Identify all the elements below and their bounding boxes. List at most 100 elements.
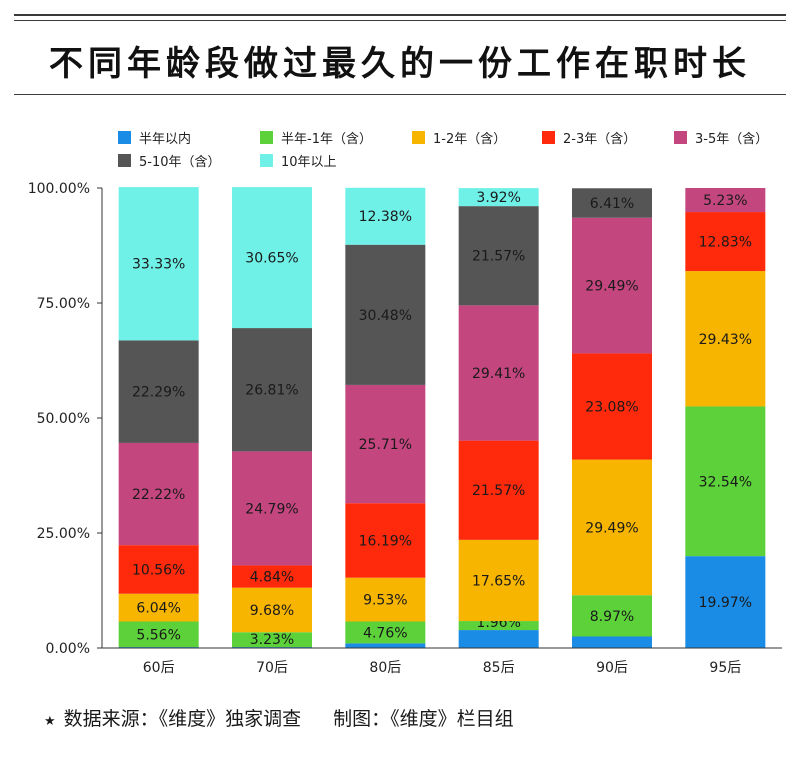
bar-segment <box>458 440 539 540</box>
top-rule-thick <box>14 14 786 16</box>
data-label: 6.04% <box>136 601 180 617</box>
bar-segment <box>458 206 539 306</box>
y-tick-label: 0.00% <box>46 641 90 657</box>
bar-segment <box>572 217 652 354</box>
legend-item: 半年以内 <box>118 128 191 147</box>
data-label: 33.33% <box>132 257 185 273</box>
data-label: 5.56% <box>136 627 180 643</box>
bar-segment <box>685 271 766 407</box>
data-label: 21.57% <box>472 249 525 265</box>
data-label: 32.54% <box>699 474 752 490</box>
bar-segment <box>118 621 199 648</box>
data-label: 22.29% <box>132 385 185 401</box>
data-label: 29.41% <box>472 366 525 382</box>
bar-segment <box>572 636 652 648</box>
bar-segment <box>458 305 539 441</box>
bar-segment <box>685 556 766 648</box>
bar-segment <box>345 577 426 622</box>
data-label: 12.83% <box>699 235 752 251</box>
bar-segment <box>572 595 652 637</box>
legend-item: 3-5年（含） <box>674 128 768 147</box>
y-tick-label: 25.00% <box>37 526 90 542</box>
y-tick-label: 50.00% <box>37 411 90 427</box>
legend-label: 3-5年（含） <box>695 132 769 147</box>
footer: ★ 数据来源：《维度》独家调查 制图：《维度》栏目组 <box>44 704 514 731</box>
bar-segment <box>572 353 652 460</box>
chart-title: 不同年龄段做过最久的一份工作在职时长 <box>49 44 751 84</box>
legend-label: 半年以内 <box>139 132 192 147</box>
bar-segment <box>458 188 539 207</box>
data-label: 22.22% <box>132 487 185 503</box>
x-tick-label: 90后 <box>596 660 628 676</box>
bar-segment <box>232 565 312 588</box>
x-tick-label: 60后 <box>143 660 175 676</box>
data-label: 3.23% <box>250 632 294 648</box>
bar-segment <box>232 187 312 329</box>
data-label: 23.08% <box>585 400 638 416</box>
legend-swatch <box>260 131 273 144</box>
data-label: 25.71% <box>359 437 412 453</box>
legend-item: 半年-1年（含） <box>260 128 372 147</box>
source-text: 数据来源：《维度》独家调查 <box>63 708 302 730</box>
y-tick-label: 75.00% <box>37 296 90 312</box>
x-tick-label: 70后 <box>256 660 288 676</box>
credit-text: 制图：《维度》栏目组 <box>333 708 514 730</box>
data-label: 30.48% <box>359 308 412 324</box>
bar-segment <box>685 188 766 213</box>
data-label: 30.65% <box>245 251 298 267</box>
data-label: 24.79% <box>245 501 298 517</box>
bar-segment <box>232 632 312 648</box>
bar-segment <box>345 621 426 644</box>
data-label: 3.92% <box>476 190 520 206</box>
legend-item: 5-10年（含） <box>118 151 221 170</box>
data-label: 12.38% <box>359 209 412 225</box>
legend-label: 5-10年（含） <box>139 155 221 170</box>
data-label: 4.84% <box>250 570 294 586</box>
bar-segment <box>345 187 426 245</box>
bar-segment <box>572 459 652 596</box>
legend-swatch <box>118 131 131 144</box>
data-label: 5.23% <box>703 193 747 209</box>
chart-plot: 0.00% 25.00% 50.00% 75.00% 100.00% 5.56% 6.04%… <box>28 181 782 676</box>
data-label: 29.49% <box>585 279 638 295</box>
bar-segment <box>345 244 426 385</box>
x-tick-label: 95后 <box>709 660 741 676</box>
data-label: 10.56% <box>132 562 185 578</box>
data-label: 4.76% <box>363 625 407 641</box>
legend-swatch <box>412 131 425 144</box>
legend-item: 2-3年（含） <box>542 128 636 147</box>
top-rule-thin <box>14 20 786 21</box>
data-label: 17.65% <box>472 573 525 589</box>
legend-item: 10年以上 <box>260 151 337 170</box>
data-label: 6.41% <box>590 196 634 212</box>
bar-segment <box>232 587 312 633</box>
bar-segment <box>118 545 199 594</box>
bar-segment <box>232 451 312 566</box>
legend-swatch <box>118 154 131 167</box>
bar-segment <box>458 630 539 648</box>
legend-item: 1-2年（含） <box>412 128 506 147</box>
y-tick-label: 100.00% <box>28 181 90 197</box>
data-label: 16.19% <box>359 533 412 549</box>
legend-label: 半年-1年（含） <box>281 132 372 147</box>
legend-label: 10年以上 <box>281 155 337 170</box>
bar-segment <box>118 187 199 341</box>
x-tick-label: 80后 <box>369 660 401 676</box>
legend-swatch <box>260 154 273 167</box>
data-label: 9.53% <box>363 593 407 609</box>
bar-segment <box>232 328 312 452</box>
legend-swatch <box>542 131 555 144</box>
legend-swatch <box>674 131 687 144</box>
x-tick-label: 85后 <box>483 660 515 676</box>
bar-segment <box>118 442 199 546</box>
data-label: 29.43% <box>699 332 752 348</box>
data-label: 9.68% <box>250 603 294 619</box>
data-label: 29.49% <box>585 520 638 536</box>
legend-label: 2-3年（含） <box>563 132 637 147</box>
data-label: 26.81% <box>245 383 298 399</box>
data-label: 8.97% <box>590 609 634 625</box>
legend-label: 1-2年（含） <box>433 132 507 147</box>
bar-segment <box>345 384 426 504</box>
bar-segment <box>685 212 766 272</box>
title-underline <box>14 94 786 95</box>
